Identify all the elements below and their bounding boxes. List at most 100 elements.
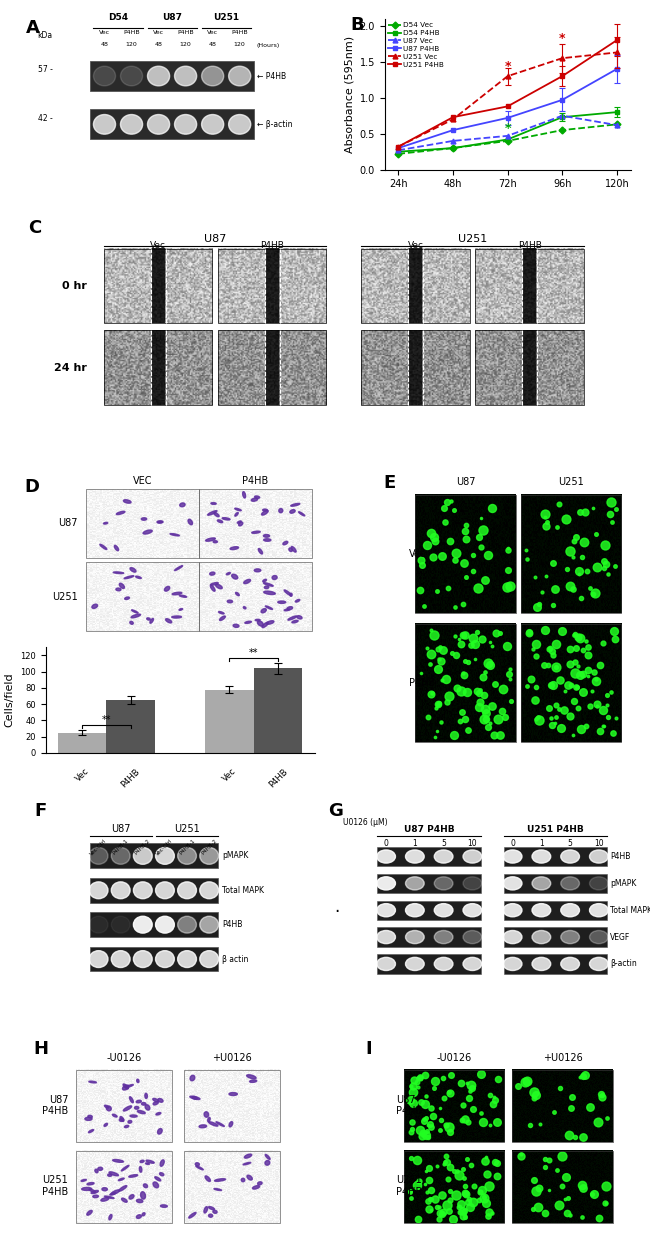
- Ellipse shape: [263, 582, 273, 586]
- Ellipse shape: [235, 508, 241, 510]
- Text: (Hours): (Hours): [257, 43, 280, 48]
- Ellipse shape: [177, 882, 196, 899]
- Ellipse shape: [95, 1169, 98, 1172]
- Ellipse shape: [113, 571, 124, 574]
- Text: P4HB: P4HB: [409, 678, 435, 688]
- Text: Vec: Vec: [150, 241, 166, 250]
- Ellipse shape: [210, 573, 215, 575]
- Ellipse shape: [179, 503, 185, 507]
- Text: 57 -: 57 -: [38, 66, 53, 75]
- Ellipse shape: [157, 520, 162, 523]
- Y-axis label: Cells/field: Cells/field: [5, 673, 14, 728]
- Ellipse shape: [89, 847, 108, 864]
- U251 P4HB: [558, 68, 566, 83]
- Ellipse shape: [287, 606, 292, 610]
- Ellipse shape: [89, 1081, 96, 1083]
- FancyBboxPatch shape: [90, 61, 254, 91]
- Text: P4HB-2: P4HB-2: [200, 838, 218, 856]
- U87 Vec: [558, 108, 566, 123]
- Ellipse shape: [264, 539, 271, 542]
- Ellipse shape: [406, 930, 424, 944]
- Ellipse shape: [158, 522, 163, 523]
- Ellipse shape: [81, 1180, 86, 1181]
- Text: U251: U251: [458, 233, 488, 243]
- Ellipse shape: [143, 530, 152, 534]
- Ellipse shape: [406, 904, 424, 917]
- Ellipse shape: [195, 1163, 200, 1166]
- Ellipse shape: [241, 1179, 245, 1181]
- Text: +U0126: +U0126: [543, 1053, 582, 1063]
- Ellipse shape: [107, 1105, 111, 1110]
- Text: 42 -: 42 -: [38, 114, 53, 123]
- Ellipse shape: [263, 579, 266, 581]
- Ellipse shape: [111, 1190, 120, 1195]
- FancyBboxPatch shape: [504, 900, 608, 920]
- Ellipse shape: [298, 512, 305, 515]
- Ellipse shape: [262, 622, 268, 627]
- U251 Vec: [613, 45, 621, 60]
- Ellipse shape: [255, 496, 260, 498]
- Text: U87 P4HB: U87 P4HB: [404, 825, 454, 833]
- Ellipse shape: [146, 1163, 150, 1165]
- FancyBboxPatch shape: [378, 873, 481, 893]
- Ellipse shape: [252, 498, 257, 502]
- Ellipse shape: [434, 877, 453, 891]
- Text: P4HB: P4HB: [267, 766, 289, 789]
- Ellipse shape: [129, 1195, 134, 1199]
- Ellipse shape: [434, 930, 453, 944]
- Ellipse shape: [188, 519, 192, 524]
- Ellipse shape: [239, 522, 243, 525]
- Text: 120: 120: [125, 42, 137, 47]
- Ellipse shape: [120, 584, 124, 589]
- Ellipse shape: [434, 850, 453, 863]
- Text: P4HB-1: P4HB-1: [112, 838, 129, 856]
- Ellipse shape: [257, 1182, 262, 1185]
- Ellipse shape: [155, 1176, 161, 1181]
- FancyBboxPatch shape: [90, 878, 218, 903]
- Ellipse shape: [291, 503, 300, 507]
- Text: ← P4HB: ← P4HB: [257, 72, 286, 81]
- Ellipse shape: [503, 930, 522, 944]
- Ellipse shape: [159, 1172, 164, 1176]
- Ellipse shape: [153, 1182, 159, 1187]
- Text: A: A: [26, 19, 40, 36]
- U251 Vec: [395, 139, 402, 154]
- Ellipse shape: [209, 1215, 213, 1217]
- Ellipse shape: [532, 877, 551, 891]
- Ellipse shape: [155, 847, 174, 864]
- Ellipse shape: [136, 1100, 141, 1103]
- Ellipse shape: [202, 114, 224, 134]
- Ellipse shape: [133, 917, 152, 933]
- Ellipse shape: [88, 1115, 92, 1118]
- Ellipse shape: [561, 850, 579, 863]
- Ellipse shape: [290, 594, 292, 596]
- U251 P4HB: [504, 99, 512, 114]
- Ellipse shape: [207, 510, 217, 515]
- Text: Vec: Vec: [408, 241, 424, 250]
- Ellipse shape: [291, 546, 296, 553]
- Ellipse shape: [532, 850, 551, 863]
- Ellipse shape: [119, 1186, 127, 1191]
- Ellipse shape: [94, 66, 116, 86]
- Text: U87: U87: [456, 477, 476, 487]
- Ellipse shape: [242, 492, 246, 498]
- Text: U251 P4HB: U251 P4HB: [527, 825, 584, 833]
- Ellipse shape: [172, 616, 181, 619]
- Text: Vec: Vec: [207, 30, 218, 35]
- Ellipse shape: [209, 1122, 218, 1126]
- U251 Vec: [558, 51, 566, 66]
- Ellipse shape: [130, 621, 133, 625]
- Ellipse shape: [88, 1129, 94, 1133]
- Ellipse shape: [561, 930, 579, 944]
- U251 Vec: [449, 112, 457, 127]
- Ellipse shape: [290, 509, 295, 513]
- Ellipse shape: [245, 621, 252, 623]
- Text: U251: U251: [174, 823, 200, 833]
- Ellipse shape: [129, 1097, 133, 1103]
- Ellipse shape: [101, 1197, 109, 1201]
- Text: Vec: Vec: [153, 30, 164, 35]
- Ellipse shape: [561, 877, 579, 891]
- D54 P4HB: [449, 140, 457, 155]
- Ellipse shape: [125, 597, 129, 600]
- Text: P4HB: P4HB: [124, 30, 140, 35]
